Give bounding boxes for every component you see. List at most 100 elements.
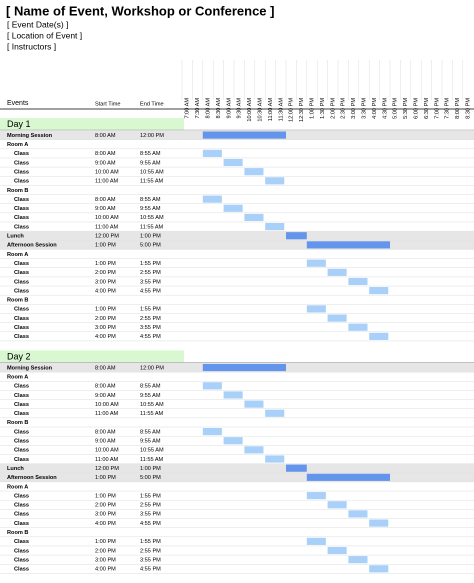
start-time: 8:00 AM xyxy=(95,365,116,371)
event-title: [ Name of Event, Workshop or Conference … xyxy=(6,3,274,18)
end-time: 5:00 PM xyxy=(140,243,161,249)
class-bar xyxy=(306,259,326,267)
time-slot-label: 7:30 AM xyxy=(195,98,201,119)
class-bar xyxy=(265,409,285,417)
class-bar xyxy=(202,149,222,157)
start-time: 2:00 PM xyxy=(95,548,116,554)
session-label: Morning Session xyxy=(7,365,53,371)
time-slot-label: 8:00 PM xyxy=(455,98,461,119)
session-bar xyxy=(286,464,307,472)
session-bar xyxy=(306,241,390,249)
end-time: 12:00 PM xyxy=(140,365,164,371)
class-label: Class xyxy=(14,567,29,573)
class-bar xyxy=(306,492,326,500)
session-bar xyxy=(286,232,307,240)
class-label: Class xyxy=(14,169,29,175)
room-label: Room A xyxy=(7,252,28,258)
class-label: Class xyxy=(14,334,29,340)
class-bar xyxy=(306,305,326,313)
start-time: 9:00 AM xyxy=(95,439,116,445)
start-time: 11:00 AM xyxy=(95,224,119,230)
session-bar xyxy=(306,473,390,481)
class-label: Class xyxy=(14,279,29,285)
start-time: 9:00 AM xyxy=(95,206,116,212)
time-slot-label: 3:30 PM xyxy=(361,98,367,119)
session-band xyxy=(0,240,474,250)
end-time: 9:55 AM xyxy=(140,206,161,212)
start-time: 8:00 AM xyxy=(95,384,116,390)
start-time: 12:00 PM xyxy=(95,234,119,240)
class-label: Class xyxy=(14,439,29,445)
end-time: 2:55 PM xyxy=(140,503,161,509)
time-slot-label: 9:00 AM xyxy=(226,98,232,119)
room-label: Room B xyxy=(7,188,28,194)
end-time: 11:55 AM xyxy=(140,179,164,185)
events-header: Events xyxy=(7,100,29,107)
class-bar xyxy=(327,501,347,509)
class-label: Class xyxy=(14,215,29,221)
class-label: Class xyxy=(14,288,29,294)
day-label: Day 1 xyxy=(7,119,31,129)
class-bar xyxy=(223,158,243,167)
start-time: 10:00 AM xyxy=(95,169,119,175)
time-slot-label: 2:30 PM xyxy=(341,98,347,119)
start-time: 3:00 PM xyxy=(95,512,116,518)
time-slot-label: 1:00 PM xyxy=(309,98,315,119)
end-time: 8:55 AM xyxy=(140,197,161,203)
start-time: 11:00 AM xyxy=(95,411,119,417)
time-slot-label: 5:00 PM xyxy=(393,98,399,119)
class-label: Class xyxy=(14,151,29,157)
class-bar xyxy=(348,323,368,331)
start-time: 8:00 AM xyxy=(95,133,116,139)
class-bar xyxy=(348,510,368,518)
start-time: 11:00 AM xyxy=(95,179,119,185)
end-time: 11:55 AM xyxy=(140,457,164,463)
end-time: 2:55 PM xyxy=(140,316,161,322)
end-time: 8:55 AM xyxy=(140,151,161,157)
class-label: Class xyxy=(14,270,29,276)
start-time: 2:00 PM xyxy=(95,270,116,276)
end-time: 1:55 PM xyxy=(140,539,161,545)
start-time: 10:00 AM xyxy=(95,448,119,454)
start-time: 4:00 PM xyxy=(95,288,116,294)
day-label: Day 2 xyxy=(7,351,31,361)
start-time: 9:00 AM xyxy=(95,393,116,399)
class-label: Class xyxy=(14,503,29,509)
end-time: 1:00 PM xyxy=(140,234,161,240)
class-label: Class xyxy=(14,539,29,545)
class-bar xyxy=(348,277,368,286)
time-slot-label: 6:30 PM xyxy=(424,98,430,119)
end-time: 10:55 AM xyxy=(140,215,164,221)
time-slot-label: 1:30 PM xyxy=(320,98,326,119)
class-bar xyxy=(202,428,222,436)
class-label: Class xyxy=(14,261,29,267)
session-label: Afternoon Session xyxy=(7,475,57,481)
start-time-header: Start Time xyxy=(95,101,121,107)
class-bar xyxy=(369,519,389,527)
session-bar xyxy=(202,131,286,139)
class-label: Class xyxy=(14,307,29,313)
event-location: [ Location of Event ] xyxy=(7,30,82,40)
session-band xyxy=(0,231,474,241)
session-label: Morning Session xyxy=(7,133,53,139)
start-time: 2:00 PM xyxy=(95,316,116,322)
class-bar xyxy=(265,455,285,463)
class-label: Class xyxy=(14,429,29,435)
class-bar xyxy=(244,168,264,176)
time-slot-label: 11:30 AM xyxy=(278,98,284,122)
class-label: Class xyxy=(14,411,29,417)
class-bar xyxy=(369,332,389,340)
start-time: 10:00 AM xyxy=(95,215,119,221)
class-bar xyxy=(327,268,347,276)
end-time: 1:55 PM xyxy=(140,493,161,499)
class-label: Class xyxy=(14,448,29,454)
time-slot-label: 12:30 PM xyxy=(299,98,305,122)
time-slot-label: 8:30 PM xyxy=(465,98,471,119)
end-time: 4:55 PM xyxy=(140,521,161,527)
start-time: 4:00 PM xyxy=(95,567,116,573)
room-label: Room A xyxy=(7,374,28,380)
end-time: 10:55 AM xyxy=(140,402,164,408)
start-time: 3:00 PM xyxy=(95,557,116,563)
class-label: Class xyxy=(14,316,29,322)
